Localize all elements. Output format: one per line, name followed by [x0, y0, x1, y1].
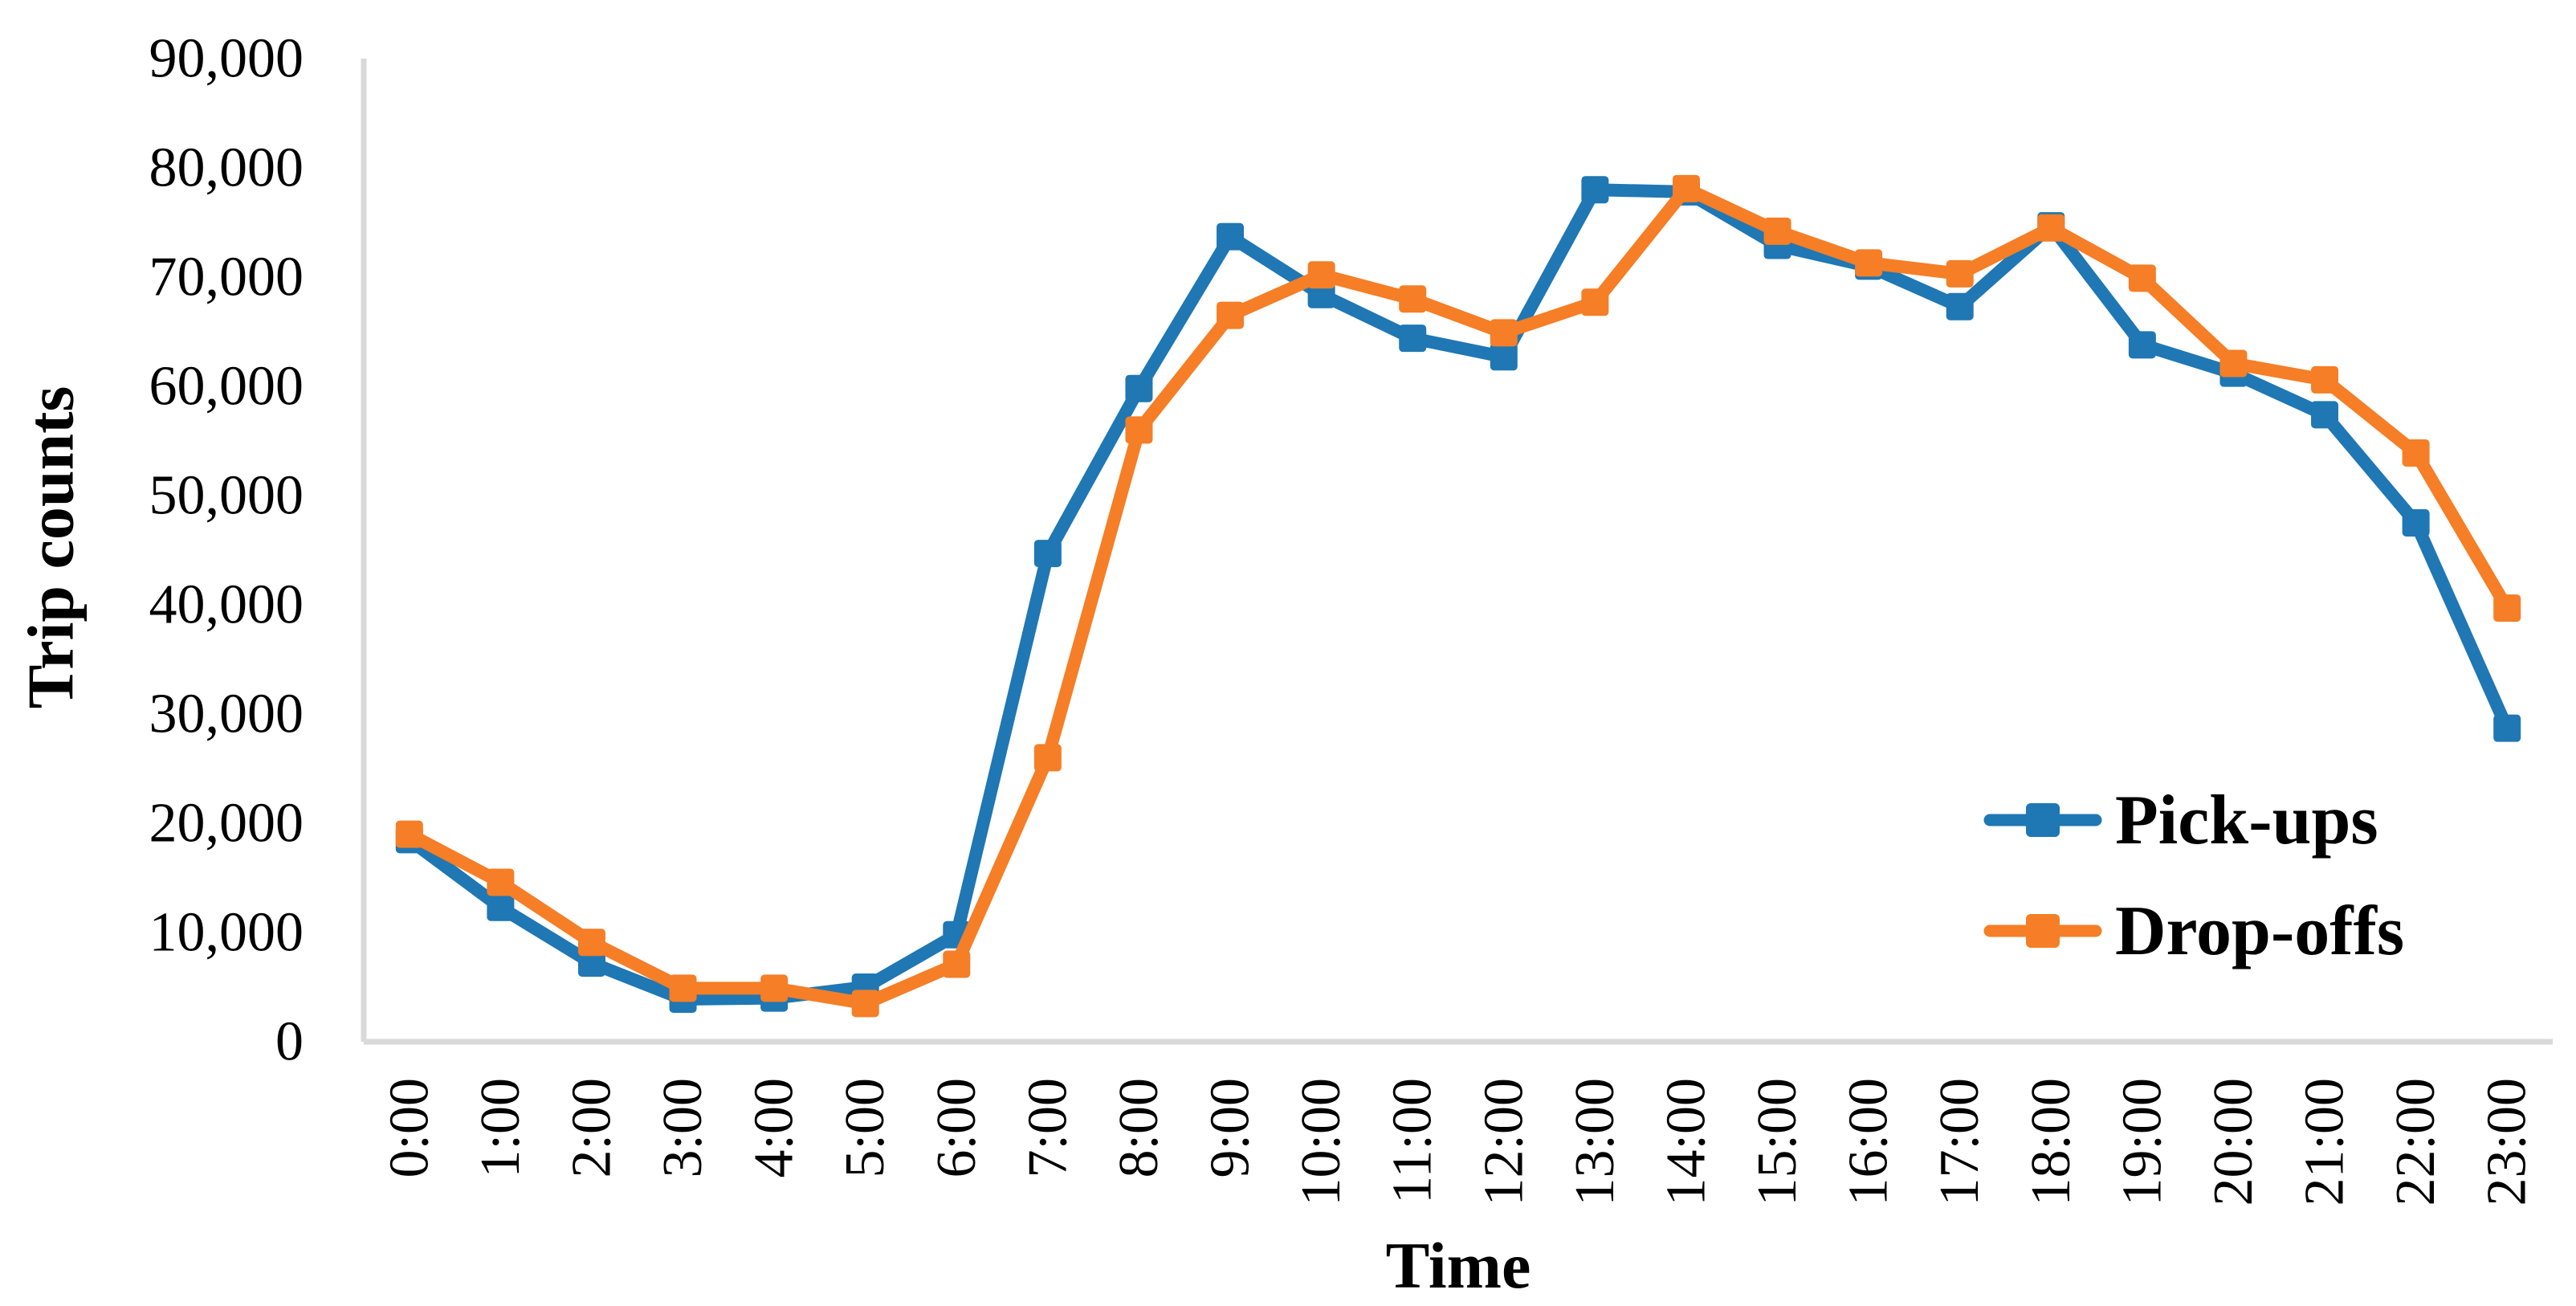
x-tick-label: 3:00	[652, 1078, 714, 1177]
y-tick-label: 30,000	[149, 684, 304, 745]
legend-label-pickups: Pick-ups	[2115, 781, 2378, 859]
data-point-marker	[1125, 374, 1153, 402]
series-line-drop-offs	[402, 182, 2514, 1010]
data-point-marker	[2311, 365, 2339, 394]
data-point-marker	[2493, 594, 2521, 622]
data-point-marker	[1672, 174, 1700, 202]
x-tick-label: 8:00	[1108, 1078, 1170, 1177]
data-point-marker	[1033, 744, 1062, 772]
y-tick-label: 0	[275, 1011, 304, 1073]
x-tick-label: 21:00	[2294, 1078, 2356, 1206]
y-tick-label: 20,000	[149, 793, 304, 855]
legend-swatch-marker	[2026, 803, 2060, 837]
data-point-marker	[1217, 222, 1245, 251]
y-tick-label: 90,000	[149, 28, 304, 90]
data-point-marker	[1399, 285, 1427, 313]
data-point-marker	[2402, 509, 2430, 537]
data-point-marker	[1125, 416, 1153, 444]
x-tick-label: 11:00	[1382, 1078, 1444, 1204]
x-tick-label: 9:00	[1200, 1078, 1262, 1177]
x-tick-label: 19:00	[2111, 1078, 2173, 1206]
x-tick-label: 23:00	[2476, 1078, 2538, 1206]
data-point-marker	[2402, 439, 2430, 467]
data-point-marker	[1490, 319, 1518, 347]
data-point-marker	[1946, 259, 1974, 288]
x-tick-label: 16:00	[1838, 1078, 1900, 1206]
x-tick-label: 14:00	[1655, 1078, 1717, 1206]
y-tick-label: 50,000	[149, 465, 304, 527]
data-point-marker	[1033, 540, 1062, 568]
legend-swatch-marker	[2026, 914, 2060, 948]
data-point-marker	[2493, 714, 2521, 742]
data-point-marker	[577, 928, 605, 957]
y-tick-label: 10,000	[149, 902, 304, 964]
x-tick-label: 12:00	[1473, 1078, 1535, 1206]
x-tick-label: 2:00	[560, 1078, 622, 1177]
x-axis-title: Time	[1385, 1229, 1531, 1302]
y-tick-label: 40,000	[149, 574, 304, 636]
data-point-marker	[1399, 324, 1427, 353]
x-tick-label: 17:00	[1929, 1078, 1991, 1206]
y-tick-label: 80,000	[149, 137, 304, 199]
data-point-marker	[487, 893, 515, 921]
x-tick-label: 6:00	[926, 1078, 988, 1177]
x-tick-label: 13:00	[1564, 1078, 1626, 1206]
data-point-marker	[577, 949, 605, 977]
data-point-marker	[1581, 176, 1609, 204]
x-tick-label: 10:00	[1290, 1078, 1352, 1206]
x-tick-label: 1:00	[470, 1078, 532, 1177]
data-point-marker	[2037, 214, 2065, 242]
data-point-marker	[2311, 401, 2339, 429]
data-point-marker	[2128, 264, 2156, 292]
pickups-legend-swatch	[1983, 803, 2102, 837]
data-point-marker	[1490, 343, 1518, 371]
data-point-marker	[1946, 292, 1974, 320]
data-point-marker	[760, 974, 789, 1002]
data-point-marker	[1217, 301, 1245, 329]
x-tick-label: 20:00	[2203, 1078, 2264, 1206]
legend-item-pickups: Pick-ups	[1983, 765, 2404, 875]
y-tick-label: 60,000	[149, 356, 304, 418]
data-point-marker	[943, 950, 971, 978]
data-point-marker	[1307, 261, 1335, 289]
y-tick-label: 70,000	[149, 247, 304, 308]
x-tick-label: 18:00	[2020, 1078, 2082, 1206]
data-point-marker	[1581, 288, 1609, 316]
x-tick-label: 5:00	[834, 1078, 896, 1177]
data-point-marker	[2219, 349, 2248, 378]
legend-label-dropoffs: Drop-offs	[2115, 892, 2405, 970]
y-axis-title: Trip counts	[14, 386, 88, 709]
data-point-marker	[1763, 217, 1791, 245]
data-point-marker	[2128, 331, 2156, 359]
data-point-marker	[1855, 249, 1883, 277]
data-point-marker	[669, 974, 697, 1002]
legend-item-dropoffs: Drop-offs	[1983, 875, 2404, 986]
legend: Pick-ups Drop-offs	[1983, 765, 2404, 986]
x-tick-label: 7:00	[1017, 1078, 1078, 1177]
x-tick-label: 15:00	[1747, 1078, 1808, 1206]
data-point-marker	[395, 820, 423, 848]
series-line-pick-ups	[402, 183, 2514, 1006]
dropoffs-legend-swatch	[1983, 914, 2102, 948]
data-point-marker	[487, 868, 515, 896]
x-tick-label: 0:00	[378, 1078, 440, 1177]
x-tick-label: 22:00	[2385, 1078, 2447, 1206]
x-tick-label: 4:00	[744, 1078, 805, 1177]
data-point-marker	[851, 990, 879, 1018]
